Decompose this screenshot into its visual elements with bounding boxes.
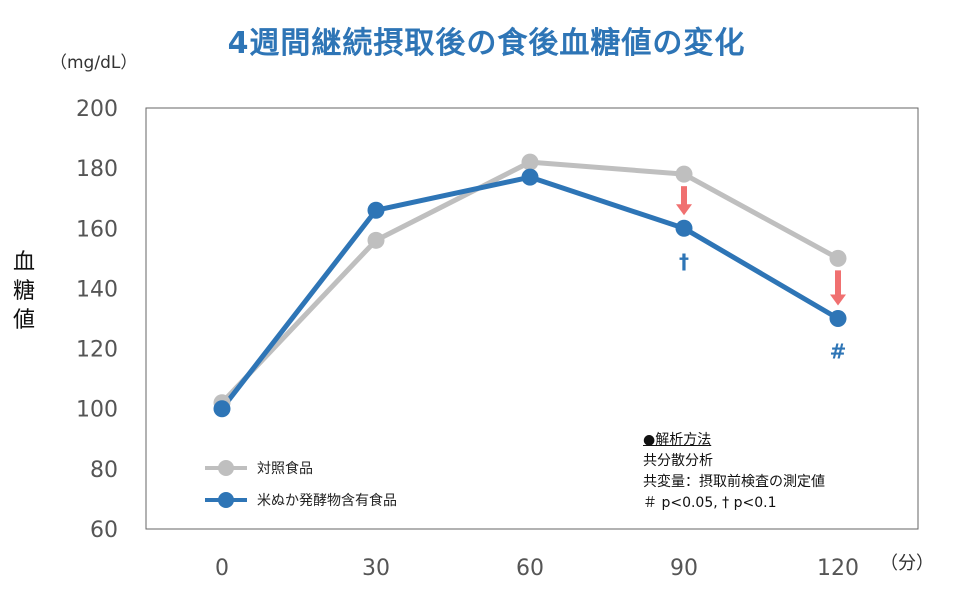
notes-line-method: 共分散分析 xyxy=(643,453,713,469)
series-line-test xyxy=(220,174,840,411)
y-tick-label: 60 xyxy=(90,518,118,543)
notes-line-covariate: 共変量：摂取前検査の測定値 xyxy=(643,474,825,490)
notes-line-significance: ＃ p<0.05, † p<0.1 xyxy=(643,495,777,511)
chart-title: 4週間継続摂取後の食後血糖値の変化 xyxy=(227,26,746,61)
series-line-control xyxy=(220,159,840,405)
data-point-control xyxy=(675,165,693,183)
y-tick-label: 160 xyxy=(76,217,118,242)
y-axis-unit: （mg/dL） xyxy=(50,53,138,73)
x-tick-label: 30 xyxy=(362,556,390,581)
y-tick-label: 80 xyxy=(90,458,118,483)
decrease-arrow-head xyxy=(830,294,846,306)
legend-swatch-control xyxy=(205,460,247,476)
y-tick-label: 200 xyxy=(76,97,118,122)
data-point-control xyxy=(521,153,539,171)
plot-frame xyxy=(145,107,919,530)
x-tick-label: 60 xyxy=(516,556,544,581)
significance-mark: † xyxy=(679,249,689,273)
data-point-test xyxy=(829,310,847,327)
data-point-test xyxy=(213,400,231,418)
legend-item-control: 対照食品 xyxy=(205,452,397,484)
legend-label-control: 対照食品 xyxy=(257,461,313,477)
data-point-control xyxy=(367,231,385,249)
x-tick-label: 90 xyxy=(670,556,698,581)
y-tick-label: 140 xyxy=(76,277,118,302)
data-point-test xyxy=(521,168,539,186)
x-tick-label: 120 xyxy=(817,556,859,581)
analysis-notes: ●解析方法 共分散分析 共変量：摂取前検査の測定値 ＃ p<0.05, † p<… xyxy=(643,430,825,514)
y-tick-label: 120 xyxy=(76,338,118,363)
data-point-test xyxy=(367,201,385,219)
y-tick-label: 100 xyxy=(76,398,118,423)
notes-heading: ●解析方法 xyxy=(643,432,712,448)
y-axis-label: 血 糖 値 xyxy=(12,250,35,333)
legend-label-test: 米ぬか発酵物含有食品 xyxy=(257,493,397,509)
decrease-arrow-shaft xyxy=(681,186,687,206)
decrease-arrow-shaft xyxy=(835,270,841,296)
decrease-arrow-head xyxy=(676,204,692,216)
legend-swatch-test xyxy=(205,492,247,508)
legend-item-test: 米ぬか発酵物含有食品 xyxy=(205,484,397,516)
significance-mark: # xyxy=(830,340,847,364)
data-point-control xyxy=(829,249,847,267)
y-tick-label: 180 xyxy=(76,157,118,182)
x-tick-label: 0 xyxy=(215,556,229,581)
data-point-test xyxy=(675,219,693,237)
x-axis-unit: （分） xyxy=(880,553,934,574)
legend: 対照食品 米ぬか発酵物含有食品 xyxy=(205,452,397,516)
